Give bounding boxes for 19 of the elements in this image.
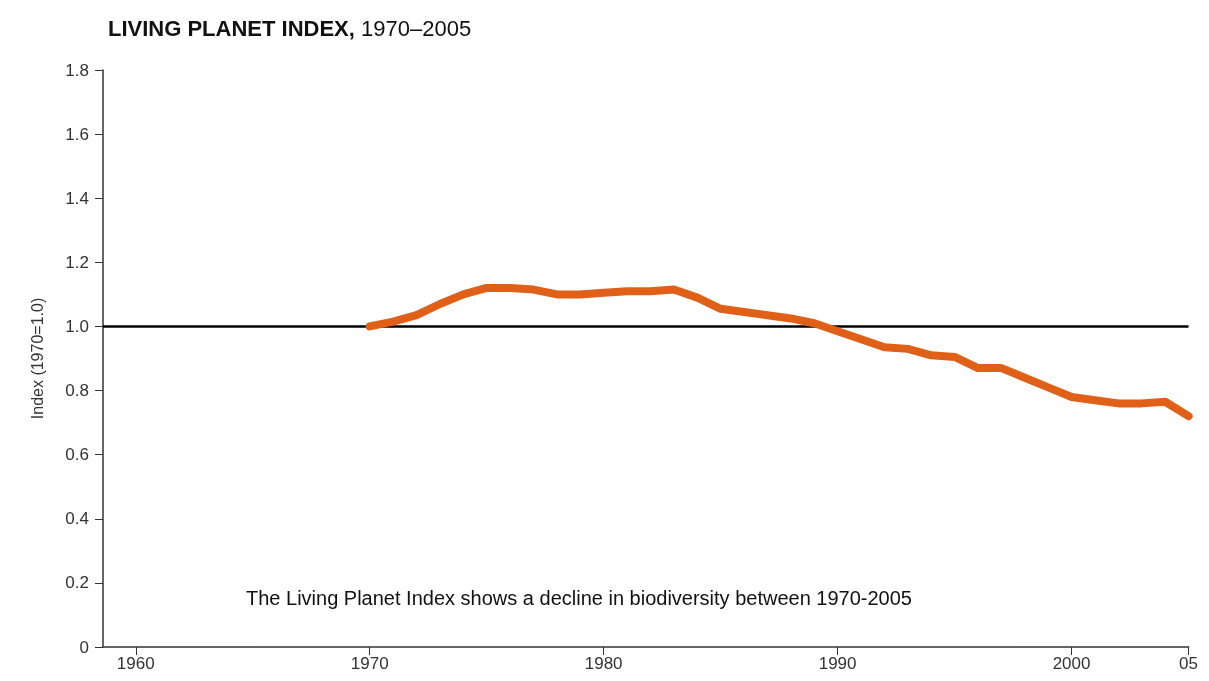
x-tick-label: 1970 [350,654,389,673]
y-tick-label: 0.8 [65,381,89,401]
chart-title: LIVING PLANET INDEX, 1970–2005 [108,15,472,41]
y-tick-label: 0.6 [65,445,89,465]
y-tick-label: 1.6 [65,124,89,144]
y-tick-label: 0.2 [65,573,89,593]
x-tick-label: 05 [1179,654,1199,673]
annotation: The Living Planet Index shows a decline in biodiversity between 1970-2005 [246,587,912,609]
x-tick-label: 1990 [818,654,857,673]
x-tick-label: 1960 [116,654,155,673]
y-tick-label: 1.2 [65,252,89,272]
y-tick-label: 0.4 [65,509,89,529]
y-tick-label: 1.0 [65,316,89,336]
y-tick-label: 1.4 [65,188,89,208]
x-tick-label: 2000 [1052,654,1091,673]
y-tick-label: 1.8 [65,60,89,80]
y-axis-title: Index (1970=1.0) [28,297,46,420]
x-tick-label: 1980 [584,654,623,673]
y-tick-label: 0 [79,637,89,657]
